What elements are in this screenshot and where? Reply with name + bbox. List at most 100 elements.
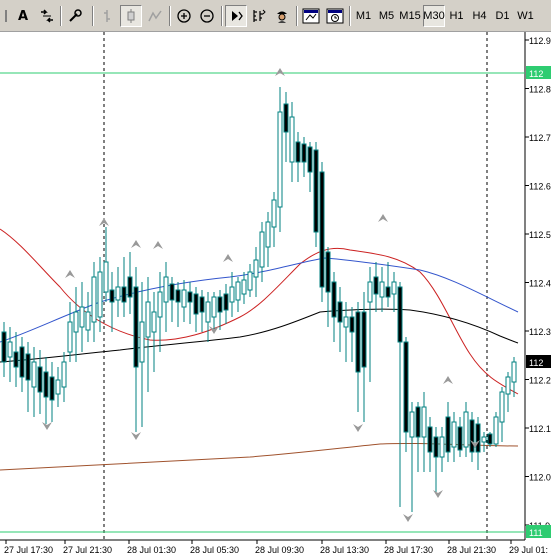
bullish-candle[interactable] (409, 411, 415, 438)
bullish-candle[interactable] (211, 296, 217, 318)
bearish-candle[interactable] (223, 293, 229, 311)
bullish-candle[interactable] (67, 321, 73, 353)
bullish-candle[interactable] (97, 271, 103, 318)
bearish-candle[interactable] (175, 289, 181, 303)
bullish-candle[interactable] (103, 261, 109, 293)
timeframe-d1-button[interactable]: D1 (495, 10, 510, 22)
zoom-in-icon[interactable] (173, 5, 195, 27)
timeframe-h4-button[interactable]: H4 (472, 10, 487, 22)
bearish-candle[interactable] (475, 423, 481, 453)
timeframe-h1-button[interactable]: H1 (449, 10, 464, 22)
bullish-candle[interactable] (277, 111, 283, 208)
bearish-candle[interactable] (283, 103, 289, 133)
cursor-icon[interactable] (2, 5, 8, 27)
bullish-candle[interactable] (247, 271, 253, 291)
bearish-candle[interactable] (319, 171, 325, 288)
bearish-candle[interactable] (127, 276, 133, 298)
bearish-candle[interactable] (487, 433, 493, 445)
bullish-candle[interactable] (421, 406, 427, 438)
bearish-candle[interactable] (349, 316, 355, 333)
bullish-candle[interactable] (145, 301, 151, 338)
template-icon[interactable] (300, 5, 322, 27)
bearish-candle[interactable] (397, 286, 403, 343)
bullish-candle[interactable] (157, 291, 163, 318)
bearish-candle[interactable] (313, 149, 319, 233)
line-chart-icon[interactable] (144, 5, 166, 27)
bullish-candle[interactable] (253, 259, 259, 278)
timeframe-m30-button[interactable]: M30 (423, 5, 445, 27)
period-icon[interactable] (324, 5, 346, 27)
settings-icon[interactable] (64, 5, 86, 27)
bearish-candle[interactable] (13, 351, 19, 368)
bullish-candle[interactable] (367, 281, 373, 303)
bearish-candle[interactable] (49, 376, 55, 401)
bearish-candle[interactable] (433, 436, 439, 458)
bullish-candle[interactable] (55, 379, 61, 395)
bearish-candle[interactable] (385, 286, 391, 298)
bullish-candle[interactable] (151, 311, 157, 333)
bearish-candle[interactable] (121, 286, 127, 303)
bearish-candle[interactable] (325, 251, 331, 293)
bearish-candle[interactable] (361, 311, 367, 368)
bearish-candle[interactable] (43, 371, 49, 398)
bullish-candle[interactable] (499, 391, 505, 423)
bearish-candle[interactable] (199, 296, 205, 313)
timeframe-w1-button[interactable]: W1 (517, 10, 534, 22)
bullish-candle[interactable] (511, 361, 517, 383)
bearish-candle[interactable] (109, 289, 115, 303)
bullish-candle[interactable] (163, 276, 169, 303)
bullish-candle[interactable] (31, 361, 37, 388)
bullish-candle[interactable] (451, 421, 457, 448)
timeframe-m1-button[interactable]: M1 (355, 10, 372, 22)
bullish-candle[interactable] (481, 436, 487, 443)
bullish-candle[interactable] (289, 116, 295, 163)
candlestick-chart-icon[interactable] (120, 5, 142, 27)
bullish-candle[interactable] (229, 286, 235, 303)
bullish-candle[interactable] (343, 316, 349, 328)
auto-scroll-icon[interactable] (225, 5, 247, 27)
bearish-candle[interactable] (37, 366, 43, 393)
bullish-candle[interactable] (205, 301, 211, 323)
bullish-candle[interactable] (61, 361, 67, 388)
bearish-candle[interactable] (217, 296, 223, 313)
bearish-candle[interactable] (403, 341, 409, 433)
chart-canvas[interactable]: 112.9 112.8 112.7 112.6 112.5 112.4 112.3 112.2… (0, 32, 551, 560)
bearish-candle[interactable] (355, 311, 361, 373)
bullish-candle[interactable] (235, 281, 241, 301)
arrows-icon[interactable] (36, 5, 58, 27)
bullish-candle[interactable] (379, 281, 385, 298)
bullish-candle[interactable] (85, 311, 91, 331)
bullish-candle[interactable] (391, 281, 397, 295)
bullish-candle[interactable] (439, 436, 445, 458)
bearish-candle[interactable] (187, 291, 193, 303)
bullish-candle[interactable] (7, 341, 13, 358)
text-tool-button[interactable]: A (17, 8, 29, 24)
bullish-candle[interactable] (463, 411, 469, 448)
bullish-candle[interactable] (73, 311, 79, 333)
indicators-icon[interactable] (248, 5, 270, 27)
timeframe-m15-button[interactable]: M15 (399, 10, 421, 22)
bullish-candle[interactable] (79, 306, 85, 328)
bullish-candle[interactable] (493, 416, 499, 445)
bearish-candle[interactable] (169, 283, 175, 301)
bullish-candle[interactable] (91, 276, 97, 323)
bearish-candle[interactable] (301, 143, 307, 163)
bearish-candle[interactable] (1, 331, 7, 363)
zoom-out-icon[interactable] (196, 5, 218, 27)
bearish-candle[interactable] (337, 301, 343, 323)
bar-chart-icon[interactable] (96, 5, 118, 27)
bearish-candle[interactable] (457, 426, 463, 451)
bullish-candle[interactable] (181, 289, 187, 308)
bearish-candle[interactable] (19, 346, 25, 378)
expert-advisor-icon[interactable] (271, 5, 293, 27)
bearish-candle[interactable] (469, 419, 475, 453)
bullish-candle[interactable] (505, 376, 511, 395)
bearish-candle[interactable] (25, 353, 31, 381)
bearish-candle[interactable] (445, 416, 451, 453)
bearish-candle[interactable] (133, 286, 139, 368)
bullish-candle[interactable] (139, 321, 145, 363)
bearish-candle[interactable] (295, 141, 301, 163)
bearish-candle[interactable] (415, 406, 421, 438)
bullish-candle[interactable] (115, 286, 121, 301)
bearish-candle[interactable] (307, 146, 313, 173)
